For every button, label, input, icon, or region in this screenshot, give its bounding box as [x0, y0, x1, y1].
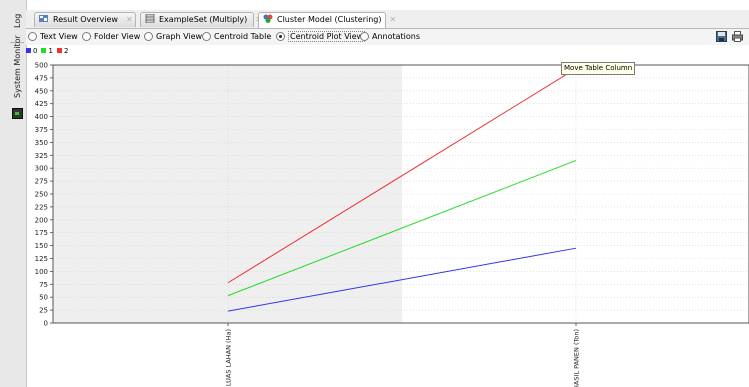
y-tick-label: 250	[35, 191, 48, 199]
series-line-cluster-0	[227, 247, 577, 312]
y-tick-label: 500	[35, 62, 48, 70]
system-monitor-icon[interactable]	[12, 108, 23, 119]
y-tick-label: 400	[35, 113, 48, 121]
y-tick-label: 375	[35, 126, 48, 134]
y-tick-label: 275	[35, 178, 48, 186]
result-tabs: Result Overview✕ ExampleSet (Multiply)✕ …	[26, 10, 749, 29]
x-tick-label: LUAS LAHAN (Ha)	[225, 329, 233, 386]
legend-label: 1	[48, 47, 53, 55]
y-tick-label: 325	[35, 152, 48, 160]
y-tick-label: 175	[35, 229, 48, 237]
y-tick-label: 450	[35, 87, 48, 95]
radio-graph-view[interactable]: Graph View	[144, 31, 202, 43]
legend-swatch	[56, 48, 62, 53]
y-tick-label: 0	[44, 320, 48, 328]
tab-label: ExampleSet (Multiply)	[159, 15, 248, 24]
system-monitor-tab[interactable]: System Monitor	[13, 35, 22, 98]
radio-label: Graph View	[156, 32, 203, 41]
result-overview-icon	[39, 15, 48, 22]
radio-label: Centroid Table	[214, 32, 272, 41]
rail-divider	[10, 42, 24, 43]
y-tick-label: 75	[39, 281, 48, 289]
legend-swatch	[41, 48, 47, 53]
y-tick-label: 425	[35, 100, 48, 108]
tab-exampleset-multiply[interactable]: ExampleSet (Multiply)✕	[140, 12, 262, 27]
y-tick-label: 100	[35, 268, 48, 276]
legend-swatch	[26, 48, 31, 53]
side-panel: Log System Monitor	[0, 0, 27, 387]
y-tick-label: 125	[35, 255, 48, 263]
radio-folder-view[interactable]: Folder View	[82, 31, 140, 43]
legend-item-2: 2	[56, 46, 69, 56]
series-line-cluster-1	[227, 159, 577, 297]
y-tick-label: 50	[39, 294, 48, 302]
legend-item-0: 0	[26, 46, 37, 56]
tab-cluster-model[interactable]: Cluster Model (Clustering) ✕	[258, 12, 396, 28]
radio-label: Text View	[40, 32, 78, 41]
radio-label: Folder View	[94, 32, 141, 41]
y-tick-label: 150	[35, 242, 48, 250]
series-line-cluster-2	[227, 68, 577, 284]
tab-label: Cluster Model (Clustering)	[277, 15, 382, 24]
close-icon[interactable]: ✕	[389, 15, 397, 24]
save-icon[interactable]	[716, 31, 727, 42]
table-icon	[145, 14, 155, 23]
view-selector: Text View Folder View Graph View Centroi…	[26, 29, 749, 45]
print-icon[interactable]	[732, 31, 743, 42]
y-tick-label: 300	[35, 165, 48, 173]
radio-circle	[82, 32, 91, 41]
radio-centroid-plot-view[interactable]: Centroid Plot View	[276, 31, 366, 43]
log-panel-tab[interactable]: Log	[13, 13, 22, 28]
centroid-plot: 0 25 50 75 100 125 150 175 200 225 250 275 300 325 350…	[26, 57, 749, 387]
centroid-plot-svg: 0 25 50 75 100 125 150 175 200 225 250 275 300 325 350…	[35, 62, 749, 387]
y-tick-label: 25	[39, 307, 48, 315]
close-icon[interactable]: ✕	[125, 15, 133, 24]
legend-label: 0	[33, 47, 38, 55]
radio-annotations[interactable]: Annotations	[360, 31, 420, 43]
radio-circle	[202, 32, 211, 41]
radio-label: Centroid Plot View	[288, 31, 366, 42]
radio-text-view[interactable]: Text View	[28, 31, 78, 43]
tooltip: Move Table Column	[561, 62, 636, 75]
y-tick-label: 200	[35, 216, 48, 224]
radio-label: Annotations	[372, 32, 421, 41]
radio-circle	[276, 32, 285, 41]
radio-circle	[28, 32, 37, 41]
tab-label: Result Overview	[53, 15, 118, 24]
tab-result-overview[interactable]: Result Overview ✕	[34, 12, 136, 27]
legend-label: 2	[63, 47, 69, 55]
y-tick-label: 475	[35, 74, 48, 82]
chart-legend: 0 1 2	[26, 46, 72, 56]
cluster-icon	[263, 14, 273, 23]
x-tick-label: HASIL PANEN (Ton)	[573, 329, 581, 387]
radio-circle	[360, 32, 369, 41]
plot-frame	[52, 64, 749, 324]
radio-centroid-table[interactable]: Centroid Table	[202, 31, 271, 43]
legend-item-1: 1	[41, 46, 53, 56]
y-tick-label: 350	[35, 139, 48, 147]
radio-circle	[144, 32, 153, 41]
y-tick-label: 225	[35, 203, 48, 211]
